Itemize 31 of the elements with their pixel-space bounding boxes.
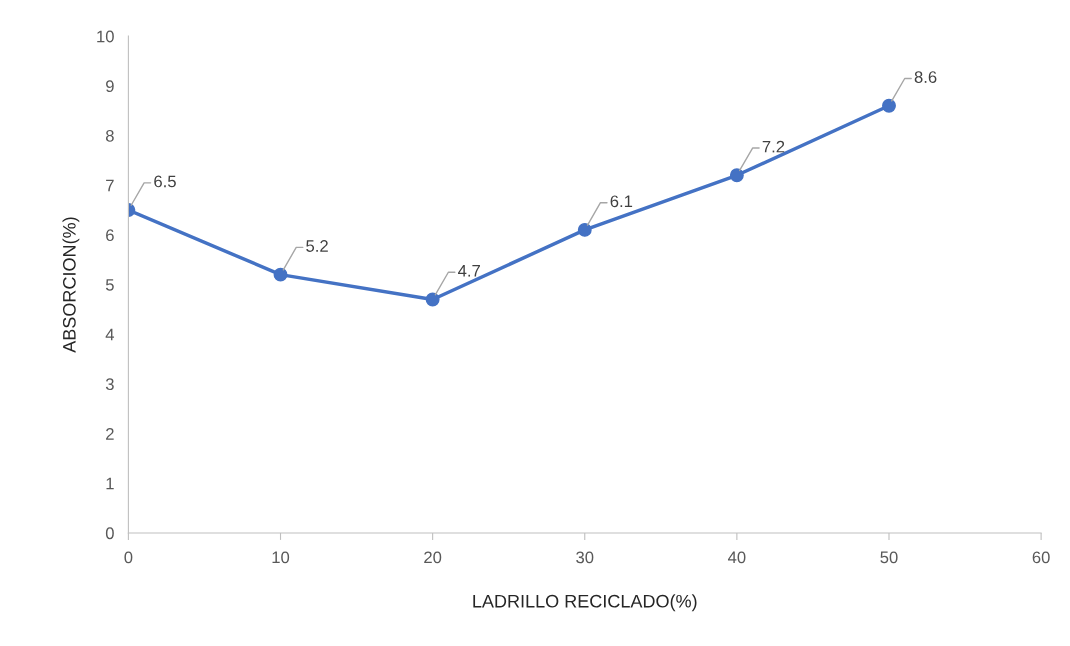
x-tick-label: 0 bbox=[124, 551, 133, 564]
x-tick-label: 10 bbox=[272, 551, 290, 564]
x-axis-title: LADRILLO RECICLADO(%) bbox=[473, 594, 697, 612]
x-tick-label: 50 bbox=[880, 551, 898, 564]
x-tick-label: 30 bbox=[576, 551, 594, 564]
x-tick-label: 60 bbox=[1032, 551, 1050, 564]
y-tick-label: 4 bbox=[105, 328, 115, 341]
point bbox=[273, 267, 288, 282]
data-label: 4.7 bbox=[458, 265, 480, 277]
point bbox=[577, 222, 592, 237]
x-tick-label: 40 bbox=[727, 551, 746, 564]
y-tick-label: 5 bbox=[105, 279, 114, 291]
data-label: 6.1 bbox=[610, 195, 633, 208]
y-tick-label: 9 bbox=[106, 80, 114, 93]
x-tick-label: 20 bbox=[424, 551, 442, 564]
point bbox=[425, 292, 440, 307]
y-tick-label: 2 bbox=[106, 428, 114, 440]
data-label: 8.6 bbox=[914, 71, 937, 83]
data-label: 6.5 bbox=[154, 175, 176, 188]
y-tick-label: 3 bbox=[105, 378, 114, 391]
y-tick-label: 1 bbox=[106, 477, 114, 490]
point bbox=[882, 98, 896, 113]
y-tick-label: 0 bbox=[105, 527, 114, 540]
y-axis-title: ABSORCION(%) bbox=[62, 217, 80, 353]
data-label: 7.2 bbox=[762, 140, 785, 153]
y-tick-label: 8 bbox=[105, 129, 114, 142]
y-tick-label: 6 bbox=[106, 229, 114, 242]
y-tick-label: 7 bbox=[106, 179, 114, 192]
point bbox=[729, 168, 744, 183]
data-label: 5.2 bbox=[306, 240, 328, 252]
y-tick-label: 10 bbox=[97, 30, 114, 43]
